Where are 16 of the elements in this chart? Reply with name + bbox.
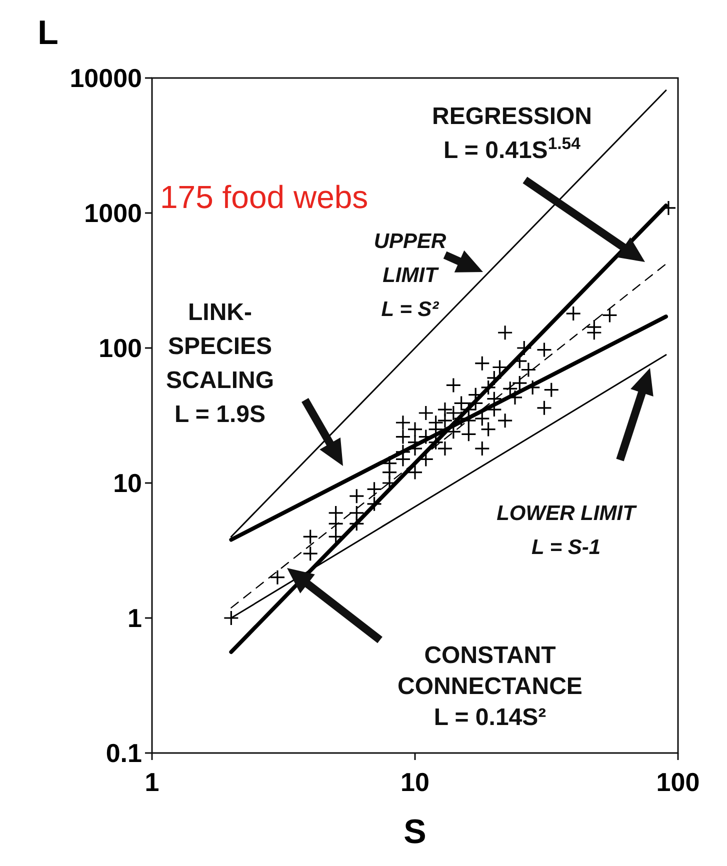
annotation: LINK- SPECIES SCALING L = 1.9S (166, 299, 274, 428)
x-tick-label: 100 (656, 767, 700, 797)
annotation: 175 food webs (160, 179, 368, 215)
annotation: UPPER LIMIT L = S² (374, 230, 448, 321)
y-tick-label: 10000 (70, 63, 142, 94)
x-tick-label: 10 (400, 767, 430, 797)
y-axis-title: L (38, 14, 58, 52)
y-tick-label: 1000 (84, 198, 142, 228)
x-axis-title: S (404, 813, 426, 851)
y-tick-label: 10 (113, 468, 142, 498)
y-tick-label: 100 (98, 333, 142, 364)
y-tick-label: 1 (128, 603, 142, 634)
annotation: LOWER LIMIT L = S-1 (496, 502, 638, 559)
annotation: REGRESSION L = 0.41S$^{1.54}$ (432, 103, 592, 164)
y-tick-label: 0.1 (106, 738, 142, 768)
annotation: CONSTANT CONNECTANCE L = 0.14S² (398, 642, 582, 731)
